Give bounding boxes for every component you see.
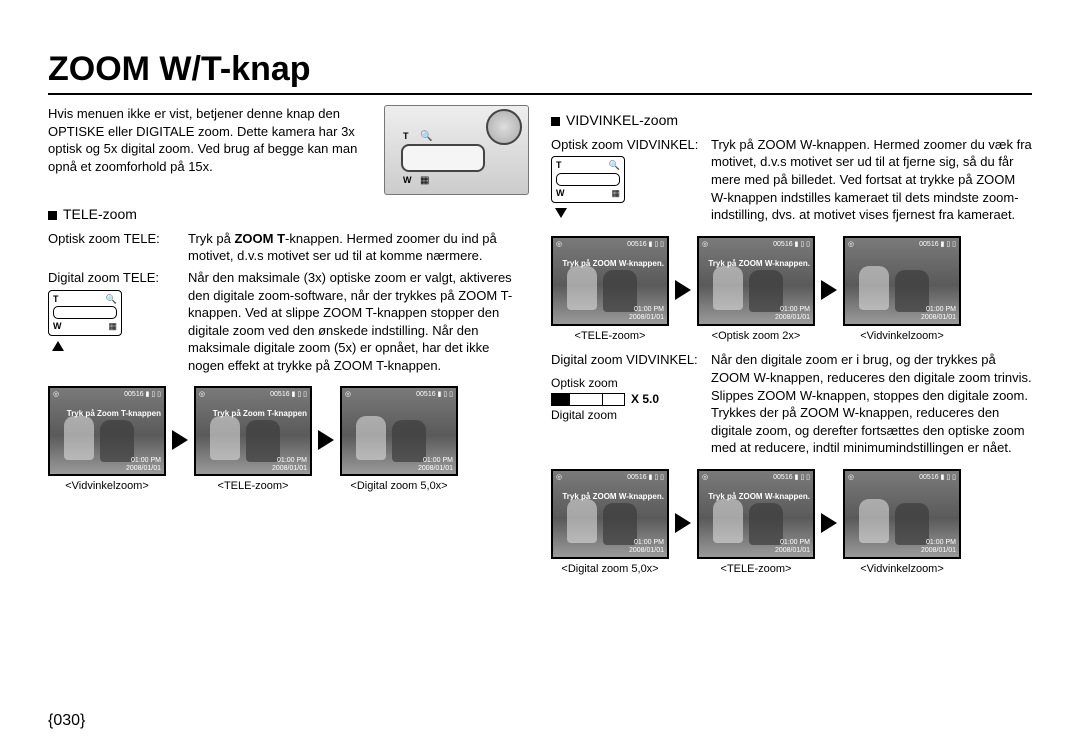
thumbnail: ◎00516 ▮ ▯ ▯ 01:00 PM2008/01/01 (843, 236, 961, 326)
thumb-caption: <Digital zoom 5,0x> (561, 562, 658, 577)
tele-optical-body: Tryk på ZOOM T-knappen. Hermed zoomer du… (188, 230, 529, 265)
intro-text: Hvis menuen ikke er vist, betjener denne… (48, 105, 376, 195)
camera-diagram: T🔍 W▦ (384, 105, 529, 195)
thumb-caption: <Vidvinkelzoom> (860, 562, 944, 577)
wide-thumb-row-1: ◎00516 ▮ ▯ ▯ Tryk på ZOOM W-knappen. 01:… (551, 236, 1032, 344)
wide-heading: VIDVINKEL-zoom (551, 111, 1032, 130)
arrow-right-icon (675, 280, 691, 300)
tele-heading: TELE-zoom (48, 205, 529, 224)
thumb-caption: <TELE-zoom> (575, 329, 646, 344)
tw-zoom-widget: T🔍 W▦ (48, 290, 122, 337)
tele-digital-label: Digital zoom TELE: T🔍 W▦ (48, 269, 188, 374)
thumb-caption: <Vidvinkelzoom> (65, 479, 149, 494)
thumb-caption: <TELE-zoom> (721, 562, 792, 577)
arrow-right-icon (675, 513, 691, 533)
page-number: {030} (48, 712, 85, 730)
thumb-caption: <Optisk zoom 2x> (712, 329, 801, 344)
wide-optical-label: Optisk zoom VIDVINKEL: T🔍 W▦ (551, 136, 711, 224)
thumbnail: ◎00516 ▮ ▯ ▯ Tryk på ZOOM W-knappen. 01:… (697, 469, 815, 559)
thumb-caption: <Digital zoom 5,0x> (350, 479, 447, 494)
arrow-right-icon (172, 430, 188, 450)
tele-optical-label: Optisk zoom TELE: (48, 230, 188, 265)
left-column: Hvis menuen ikke er vist, betjener denne… (48, 105, 529, 577)
thumbnail: ◎00516 ▮ ▯ ▯ Tryk på Zoom T-knappen 01:0… (48, 386, 166, 476)
right-column: VIDVINKEL-zoom Optisk zoom VIDVINKEL: T🔍… (551, 105, 1032, 577)
zoom-bar-diagram: Optisk zoom X 5.0 Digital zoom (551, 375, 711, 424)
arrow-right-icon (821, 280, 837, 300)
wide-thumb-row-2: ◎00516 ▮ ▯ ▯ Tryk på ZOOM W-knappen. 01:… (551, 469, 1032, 577)
arrow-right-icon (821, 513, 837, 533)
thumbnail: ◎00516 ▮ ▯ ▯ 01:00 PM2008/01/01 (843, 469, 961, 559)
arrow-right-icon (318, 430, 334, 450)
wide-digital-label: Digital zoom VIDVINKEL: Optisk zoom X 5.… (551, 351, 711, 456)
thumb-caption: <Vidvinkelzoom> (860, 329, 944, 344)
thumbnail: ◎00516 ▮ ▯ ▯ 01:00 PM2008/01/01 (340, 386, 458, 476)
thumb-caption: <TELE-zoom> (218, 479, 289, 494)
tw-zoom-widget: T🔍 W▦ (551, 156, 625, 203)
arrow-up-icon (52, 341, 64, 351)
arrow-down-icon (555, 208, 567, 218)
wide-optical-body: Tryk på ZOOM W-knappen. Hermed zoomer du… (711, 136, 1032, 224)
thumbnail: ◎00516 ▮ ▯ ▯ Tryk på ZOOM W-knappen. 01:… (551, 469, 669, 559)
thumbnail: ◎00516 ▮ ▯ ▯ Tryk på ZOOM W-knappen. 01:… (551, 236, 669, 326)
tele-digital-body: Når den maksimale (3x) optiske zoom er v… (188, 269, 529, 374)
tele-thumb-row: ◎00516 ▮ ▯ ▯ Tryk på Zoom T-knappen 01:0… (48, 386, 529, 494)
page-title: ZOOM W/T-knap (48, 50, 1032, 95)
thumbnail: ◎00516 ▮ ▯ ▯ Tryk på ZOOM W-knappen. 01:… (697, 236, 815, 326)
wide-digital-body: Når den digitale zoom er i brug, og der … (711, 351, 1032, 456)
thumbnail: ◎00516 ▮ ▯ ▯ Tryk på Zoom T-knappen 01:0… (194, 386, 312, 476)
